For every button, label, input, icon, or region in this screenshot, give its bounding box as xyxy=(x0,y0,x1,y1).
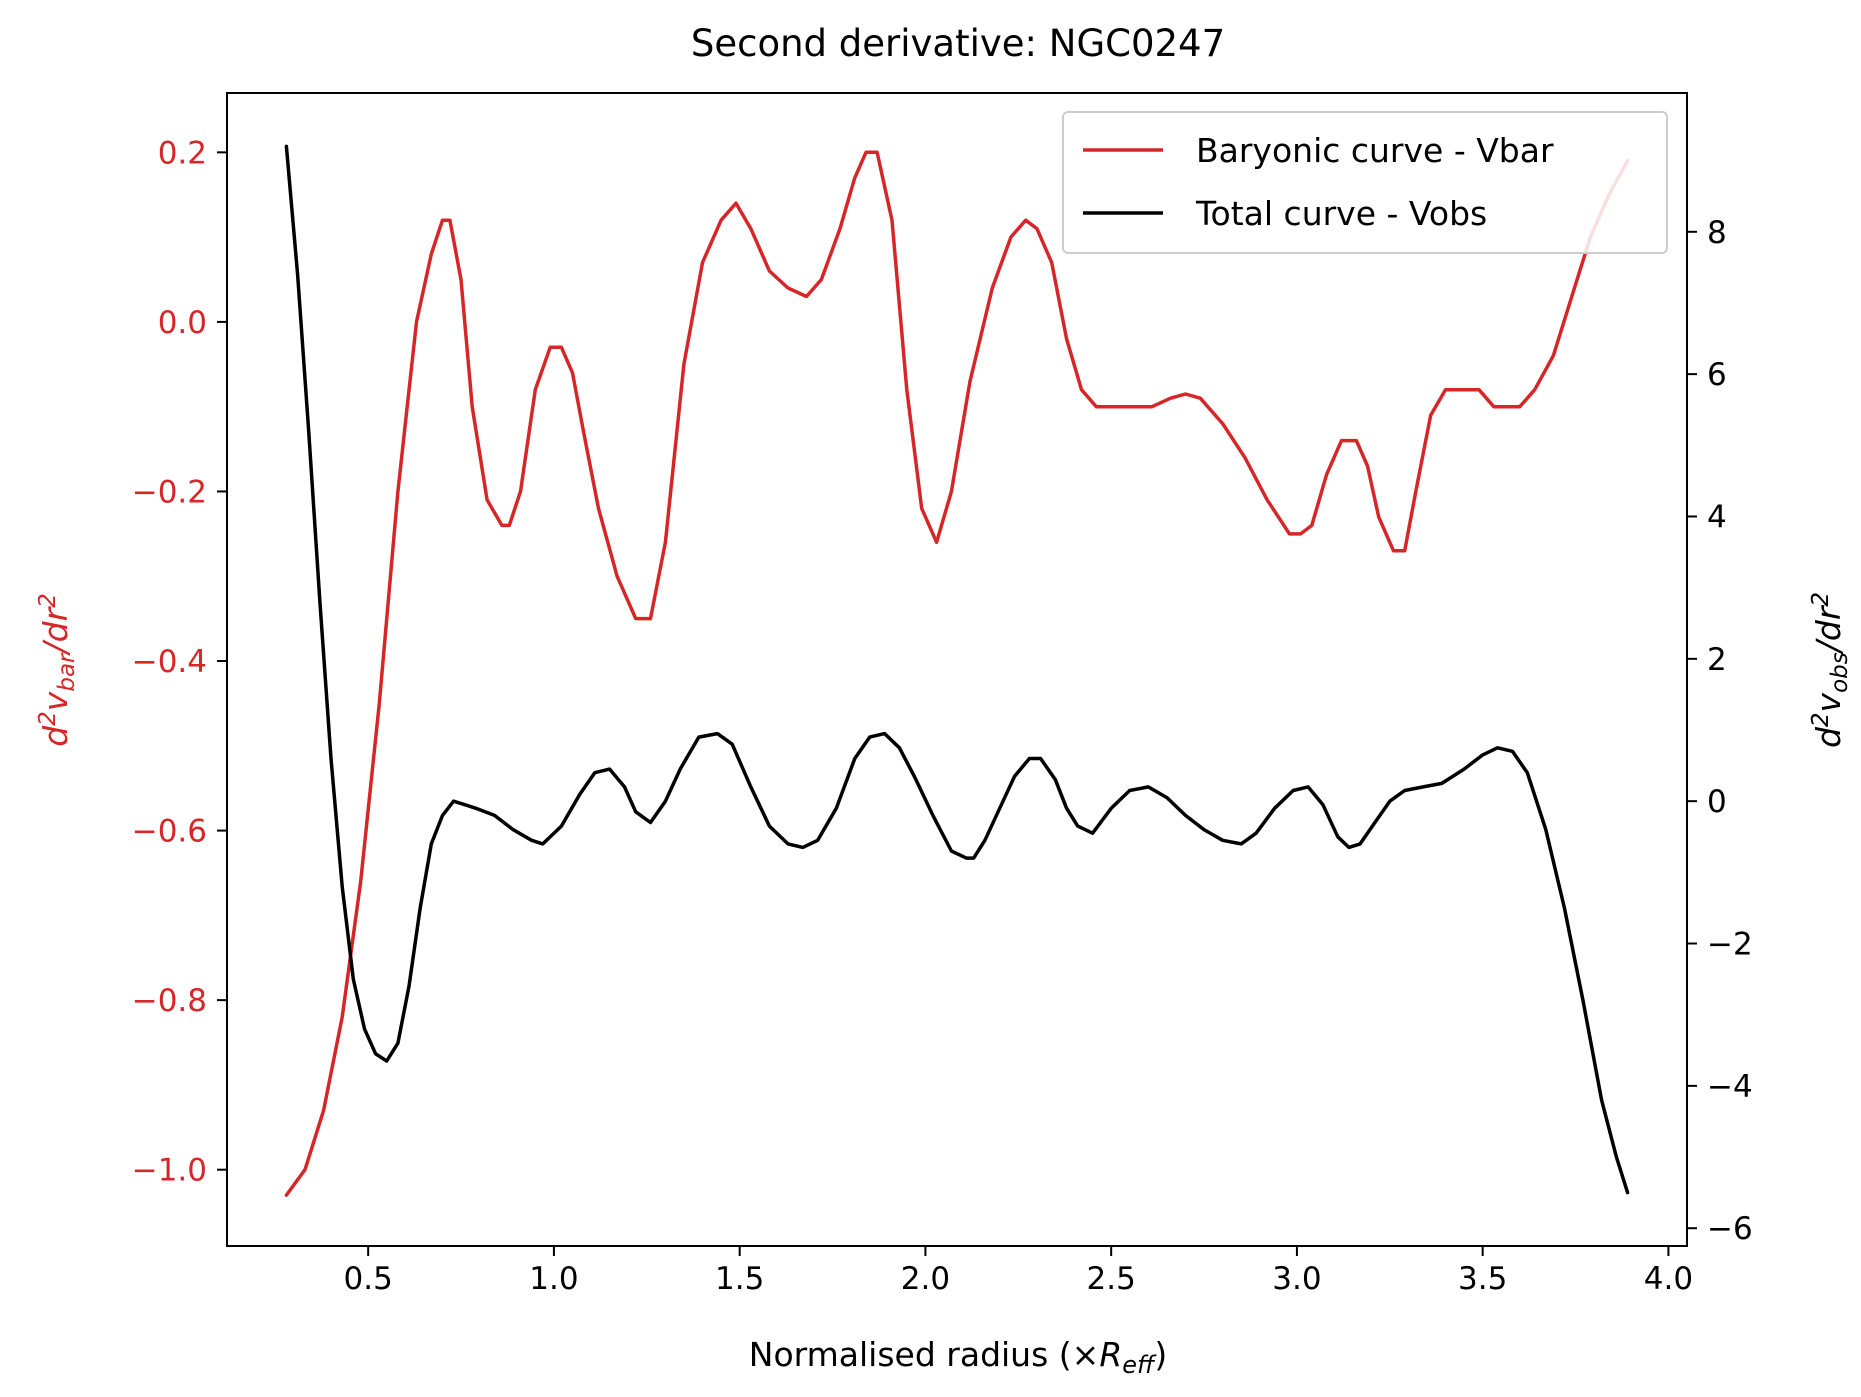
y-axis-right: 8 6 4 2 0 −2 −4 −6 xyxy=(1687,215,1753,1247)
x-tick-label: 2.5 xyxy=(1087,1261,1136,1297)
x-axis-label-suffix: ) xyxy=(1154,1335,1167,1374)
y-axis-right-label-v: v xyxy=(1809,692,1848,712)
x-tick-label: 2.0 xyxy=(901,1261,950,1297)
y-axis-right-label-dr: /dr xyxy=(1809,604,1848,655)
x-tick-label: 0.5 xyxy=(344,1261,393,1297)
y-left-tick-label: −1.0 xyxy=(132,1153,207,1189)
y-right-tick-label: 4 xyxy=(1707,499,1727,535)
plot-area xyxy=(226,92,1688,1247)
x-axis-label: Normalised radius (×Reff) xyxy=(749,1335,1167,1379)
y-axis-left-label-sub: bar xyxy=(54,652,80,692)
plot-frame xyxy=(226,92,1688,1247)
x-axis-label-symbol: R xyxy=(1099,1335,1122,1374)
y-right-tick-label: 6 xyxy=(1707,357,1727,393)
y-right-tick-label: −6 xyxy=(1707,1211,1753,1247)
series-layer xyxy=(284,144,1630,1197)
x-tick-label: 3.0 xyxy=(1272,1261,1321,1297)
y-right-tick-label: −4 xyxy=(1707,1069,1753,1105)
y-axis-left-label: d2vbar/dr2 xyxy=(35,593,80,747)
y-left-tick-label: −0.2 xyxy=(132,474,207,510)
y-left-tick-label: 0.0 xyxy=(158,305,207,341)
legend-label-vbar: Baryonic curve - Vbar xyxy=(1196,131,1554,170)
x-axis-label-prefix: Normalised radius (× xyxy=(749,1335,1100,1374)
y-axis-right-label-exp: 2 xyxy=(1808,712,1834,727)
y-left-tick-label: −0.4 xyxy=(132,644,207,680)
y-axis-left-label-exp2: 2 xyxy=(35,593,61,608)
chart-title: Second derivative: NGC0247 xyxy=(691,22,1225,65)
legend: Baryonic curve - Vbar Total curve - Vobs xyxy=(1062,111,1668,254)
y-axis-right-label-exp2: 2 xyxy=(1808,592,1834,607)
y-axis-right-label: d2vobs/dr2 xyxy=(1808,592,1853,748)
y-right-tick-label: 8 xyxy=(1707,215,1727,251)
legend-box xyxy=(1062,111,1668,254)
x-tick-label: 1.0 xyxy=(529,1261,578,1297)
y-axis-left-label-d: d xyxy=(36,725,75,747)
y-left-tick-label: 0.2 xyxy=(158,135,207,171)
y-left-tick-label: −0.8 xyxy=(132,983,207,1019)
x-tick-label: 1.5 xyxy=(715,1261,764,1297)
x-axis-label-subscript: eff xyxy=(1122,1351,1157,1379)
y-axis-left: 0.2 0.0 −0.2 −0.4 −0.6 −0.8 −1.0 xyxy=(132,135,227,1189)
y-right-tick-label: 0 xyxy=(1707,784,1727,820)
x-axis: 0.5 1.0 1.5 2.0 2.5 3.0 3.5 4.0 xyxy=(344,1246,1693,1297)
y-axis-left-label-dr: /dr xyxy=(36,605,75,656)
series-line-vbar xyxy=(284,150,1630,1197)
series-line-vobs xyxy=(284,144,1630,1195)
y-axis-left-label-exp: 2 xyxy=(35,711,61,726)
y-axis-right-label-d: d xyxy=(1809,726,1848,748)
y-left-tick-label: −0.6 xyxy=(132,814,207,850)
y-axis-right-label-sub: obs xyxy=(1827,652,1853,693)
y-axis-left-label-v: v xyxy=(36,691,75,711)
y-right-tick-label: −2 xyxy=(1707,927,1753,963)
legend-label-vobs: Total curve - Vobs xyxy=(1195,194,1487,233)
x-tick-label: 3.5 xyxy=(1458,1261,1507,1297)
y-right-tick-label: 2 xyxy=(1707,642,1727,678)
x-tick-label: 4.0 xyxy=(1644,1261,1693,1297)
